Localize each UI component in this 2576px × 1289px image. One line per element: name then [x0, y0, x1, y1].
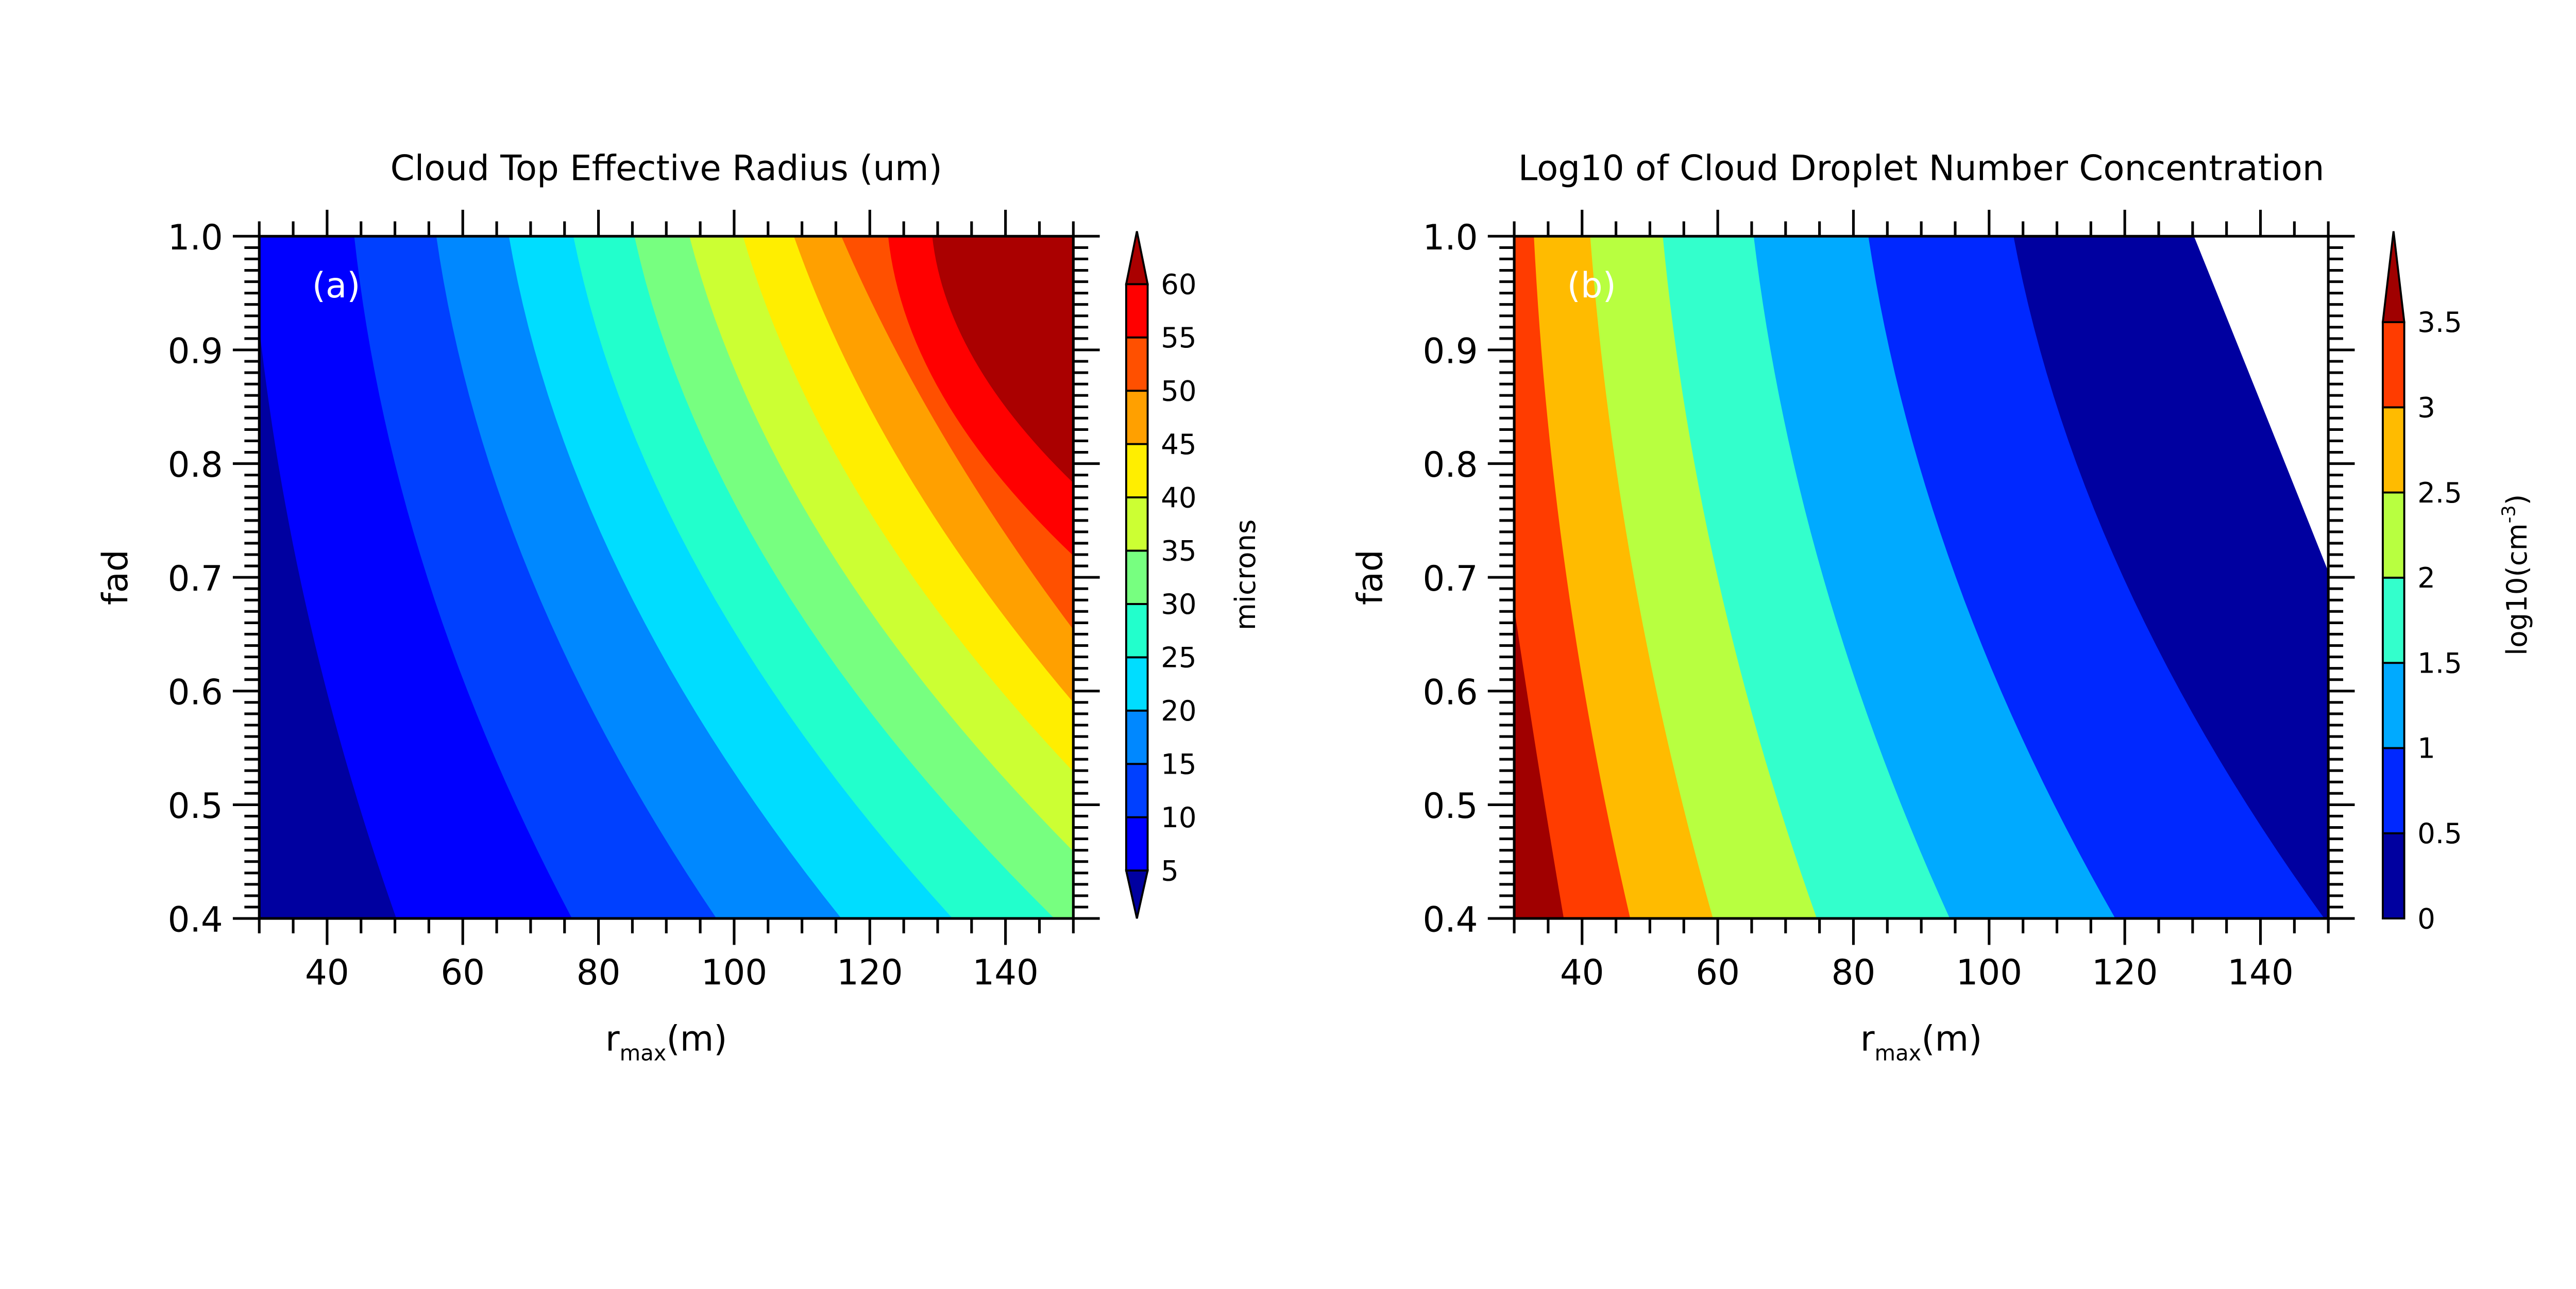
- colorbar-tick-label: 50: [1161, 374, 1196, 407]
- x-label-unit: (m): [666, 1018, 727, 1059]
- y-tick-label: 0.9: [168, 331, 223, 372]
- colorbar-tick-label: 60: [1161, 268, 1196, 301]
- colorbar-label-text: microns: [1229, 520, 1262, 631]
- contour-band-3: [1514, 236, 1631, 919]
- y-tick-label: 0.4: [1423, 900, 1478, 940]
- y-tick-label: 0.5: [168, 786, 223, 826]
- panel-label: (a): [312, 265, 361, 306]
- colorbar-band-15: [1125, 709, 1149, 765]
- colorbar-band-40: [1125, 443, 1149, 498]
- y-tick-label: 0.6: [1423, 672, 1478, 712]
- colorbar: 5 10 15 20 25 30 35 40 45 50 55 60 microns: [1125, 231, 1262, 919]
- colorbar-tick-label: 3.5: [2417, 306, 2462, 339]
- x-axis-label: rmax(m): [605, 1018, 727, 1065]
- y-axis-label: fad: [95, 549, 135, 605]
- y-tick-label: 0.9: [1423, 331, 1478, 372]
- x-label-unit: (m): [1921, 1018, 1982, 1059]
- y-tick-label: 1.0: [1423, 217, 1478, 258]
- axes: [1487, 210, 2355, 945]
- colorbar-tick-label: 1: [2417, 732, 2435, 765]
- colorbar-extend-max: [2381, 231, 2405, 323]
- figure: 40 60 80 100 120 1400.40.50.60.70.80.91.0Clou…: [95, 148, 2533, 1065]
- colorbar-band-2: [2382, 491, 2405, 579]
- colorbar-band-3: [2382, 321, 2405, 409]
- x-tick-label: 80: [1832, 952, 1876, 993]
- x-tick-label: 120: [2092, 952, 2158, 993]
- x-tick-label: 100: [1956, 952, 2022, 993]
- colorbar-tick-label: 30: [1161, 588, 1196, 621]
- colorbar-label: microns: [1229, 520, 1262, 631]
- x-tick-label: 140: [2227, 952, 2293, 993]
- colorbar-tick-label: 20: [1161, 694, 1196, 727]
- colorbar-tick-label: 0: [2417, 902, 2435, 935]
- colorbar-band-1: [2382, 662, 2405, 749]
- chart-b-droplet-concentration: 40 60 80 100 120 1400.40.50.60.70.80.91.0Log1…: [1350, 148, 2533, 1065]
- y-tick-label: 0.4: [168, 900, 223, 940]
- colorbar-label: log10(cm-3): [2498, 494, 2533, 656]
- colorbar-band-30: [1125, 549, 1149, 605]
- x-tick-label: 120: [837, 952, 903, 993]
- x-label-main: r: [1860, 1018, 1875, 1059]
- colorbar-band-50: [1125, 336, 1149, 392]
- colorbar-tick-label: 0.5: [2417, 817, 2462, 850]
- panel-label: (b): [1567, 265, 1616, 306]
- colorbar-label-end: ): [2500, 494, 2533, 505]
- x-tick-label: 100: [701, 952, 767, 993]
- colorbar-band-55: [1125, 283, 1149, 339]
- x-tick-label: 140: [972, 952, 1038, 993]
- x-tick-label: 40: [305, 952, 349, 993]
- colorbar-band-10: [1125, 763, 1149, 818]
- colorbar-tick-label: 15: [1161, 747, 1196, 780]
- colorbar-tick-label: 5: [1161, 854, 1179, 887]
- colorbar-band-25: [1125, 602, 1149, 659]
- colorbar-band-0: [2382, 832, 2405, 919]
- colorbar-tick-label: 45: [1161, 428, 1196, 461]
- x-label-sub: max: [620, 1041, 667, 1066]
- colorbar-band-5: [1125, 816, 1149, 872]
- contour-fills: [1514, 236, 2329, 919]
- x-tick-label: 80: [577, 952, 621, 993]
- x-tick-label: 60: [440, 952, 485, 993]
- contour-fills: [259, 236, 1074, 919]
- colorbar-band-1.5: [2382, 576, 2405, 664]
- y-tick-label: 0.6: [168, 672, 223, 712]
- contour-band-60: [932, 236, 1074, 483]
- y-tick-label: 0.8: [1423, 445, 1478, 485]
- colorbar-tick-label: 25: [1161, 641, 1196, 674]
- x-label-sub: max: [1875, 1041, 1922, 1066]
- chart-a-effective-radius: 40 60 80 100 120 140 0.4 0.5 0.6 0.7 0.8 0.9 1.0 Clou…: [95, 148, 1262, 1065]
- contour-band-3.5: [1514, 608, 1564, 919]
- colorbar-tick-label: 10: [1161, 801, 1196, 834]
- y-tick-label: 0.7: [1423, 559, 1478, 599]
- colorbar-band-45: [1125, 390, 1149, 445]
- x-tick-label: 40: [1560, 952, 1604, 993]
- y-tick-label: 0.7: [168, 559, 223, 599]
- colorbar-label-main: log10(cm: [2500, 523, 2533, 656]
- colorbar-band-20: [1125, 656, 1149, 712]
- colorbar-band-35: [1125, 496, 1149, 552]
- colorbar-extend-max: [1125, 231, 1149, 286]
- colorbar-tick-label: 40: [1161, 481, 1196, 514]
- y-axis-label: fad: [1350, 549, 1391, 605]
- x-tick-label: 60: [1696, 952, 1740, 993]
- colorbar-tick-label: 1.5: [2417, 646, 2462, 679]
- y-tick-label: 1.0: [168, 217, 223, 258]
- colorbar-label-sup: -3: [2498, 505, 2519, 523]
- colorbar-extend-min: [1125, 869, 1149, 919]
- chart-title: Log10 of Cloud Droplet Number Concentrat…: [1518, 148, 2325, 188]
- colorbar-tick-label: 2.5: [2417, 476, 2462, 509]
- chart-title: Cloud Top Effective Radius (um): [391, 148, 942, 188]
- y-tick-label: 0.5: [1423, 786, 1478, 826]
- axes: [232, 210, 1100, 945]
- colorbar: 0 0.5 1 1.5 2 2.5 3 3.5 log10(cm-3): [2381, 231, 2533, 935]
- x-label-main: r: [605, 1018, 620, 1059]
- colorbar-band-0.5: [2382, 747, 2405, 834]
- colorbar-band-2.5: [2382, 406, 2405, 494]
- y-tick-label: 0.8: [168, 445, 223, 485]
- colorbar-tick-label: 55: [1161, 321, 1196, 354]
- colorbar-tick-label: 2: [2417, 561, 2435, 594]
- colorbar-tick-label: 3: [2417, 391, 2435, 424]
- colorbar-tick-label: 35: [1161, 534, 1196, 567]
- x-axis-label: rmax(m): [1860, 1018, 1982, 1065]
